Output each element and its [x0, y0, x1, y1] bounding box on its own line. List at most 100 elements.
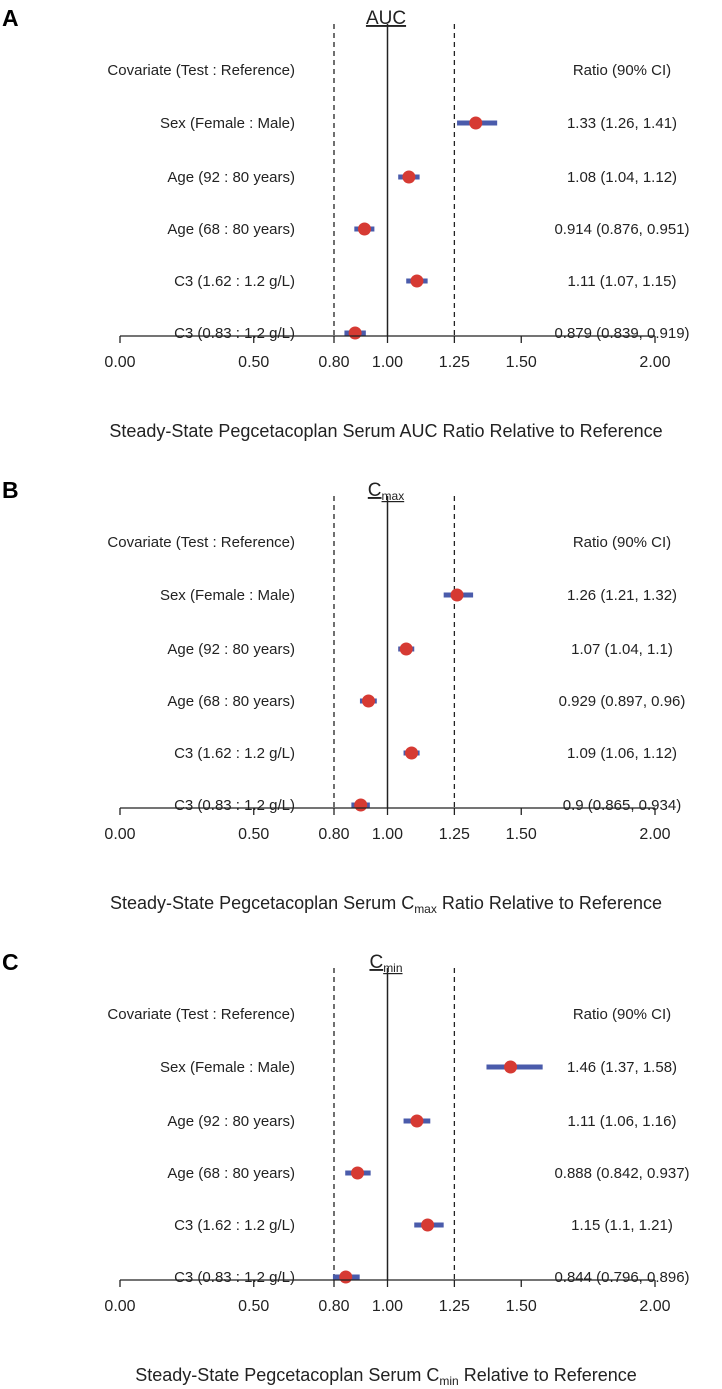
ratio-value: 0.888 (0.842, 0.937) — [554, 1165, 689, 1182]
forest-row: Age (68 : 80 years) 0.929 (0.897, 0.96) — [167, 693, 685, 710]
forest-row: C3 (0.83 : 1.2 g/L) 0.844 (0.796, 0.896) — [174, 1269, 689, 1286]
point-estimate — [339, 1270, 353, 1284]
x-tick-label: 0.50 — [238, 354, 269, 371]
point-estimate — [410, 1114, 424, 1128]
panel-letter: A — [2, 5, 19, 31]
x-axis-label-subscript: min — [439, 1374, 458, 1388]
point-estimate — [421, 1218, 435, 1232]
forest-row: C3 (1.62 : 1.2 g/L) 1.15 (1.1, 1.21) — [174, 1217, 673, 1234]
x-tick-label: 0.50 — [238, 1298, 269, 1315]
ratio-value: 1.11 (1.06, 1.16) — [568, 1113, 677, 1130]
x-axis-label: Steady-State Pegcetacoplan Serum Cmax Ra… — [110, 893, 662, 916]
covariate-label: Age (92 : 80 years) — [167, 169, 295, 186]
x-tick-label: 1.25 — [439, 826, 470, 843]
x-tick-label: 1.25 — [439, 1298, 470, 1315]
covariate-label: Age (68 : 80 years) — [167, 1165, 295, 1182]
forest-row: Age (92 : 80 years) 1.11 (1.06, 1.16) — [167, 1113, 676, 1130]
point-estimate — [410, 274, 424, 288]
point-estimate — [469, 116, 483, 130]
panel-title-subscript: max — [382, 489, 405, 503]
ratio-value: 1.46 (1.37, 1.58) — [567, 1059, 677, 1076]
point-estimate — [348, 326, 362, 340]
ratio-column-header: Ratio (90% CI) — [573, 62, 671, 79]
panel-letter: B — [2, 477, 19, 503]
x-axis-label-post: Ratio Relative to Reference — [437, 893, 662, 913]
ratio-value: 0.844 (0.796, 0.896) — [554, 1269, 689, 1286]
covariate-label: C3 (0.83 : 1.2 g/L) — [174, 325, 295, 342]
x-axis-label: Steady-State Pegcetacoplan Serum AUC Rat… — [109, 421, 662, 441]
forest-panel-b: B Cmax Covariate (Test : Reference) Ratio (… — [2, 477, 685, 916]
ratio-value: 1.08 (1.04, 1.12) — [567, 169, 677, 186]
x-axis-label-post: Relative to Reference — [459, 1365, 637, 1385]
x-tick-label: 1.00 — [372, 1298, 403, 1315]
panel-title: Cmax — [368, 480, 404, 503]
ratio-value: 0.929 (0.897, 0.96) — [559, 693, 686, 710]
forest-row: Age (92 : 80 years) 1.08 (1.04, 1.12) — [167, 169, 677, 186]
covariate-label: C3 (0.83 : 1.2 g/L) — [174, 797, 295, 814]
ratio-value: 0.879 (0.839, 0.919) — [554, 325, 689, 342]
panel-title-main: AUC — [366, 8, 406, 29]
panel-title-main: C — [368, 480, 382, 501]
covariate-label: Age (92 : 80 years) — [167, 1113, 295, 1130]
point-estimate — [399, 642, 413, 656]
x-axis-label-subscript: max — [414, 902, 437, 916]
covariate-label: Sex (Female : Male) — [160, 1059, 295, 1076]
x-axis-label-pre: Steady-State Pegcetacoplan Serum C — [110, 893, 414, 913]
panel-title: AUC — [366, 8, 406, 29]
covariate-label: C3 (1.62 : 1.2 g/L) — [174, 273, 295, 290]
ratio-value: 0.914 (0.876, 0.951) — [554, 221, 689, 238]
forest-row: C3 (1.62 : 1.2 g/L) 1.09 (1.06, 1.12) — [174, 745, 677, 762]
covariate-label: C3 (0.83 : 1.2 g/L) — [174, 1269, 295, 1286]
x-tick-label: 2.00 — [639, 354, 670, 371]
ratio-value: 1.15 (1.1, 1.21) — [571, 1217, 673, 1234]
point-estimate — [450, 588, 464, 602]
x-tick-label: 0.00 — [104, 1298, 135, 1315]
forest-row: Age (92 : 80 years) 1.07 (1.04, 1.1) — [167, 641, 672, 658]
x-tick-label: 0.00 — [104, 826, 135, 843]
ratio-value: 1.09 (1.06, 1.12) — [567, 745, 677, 762]
x-axis-label-pre: Steady-State Pegcetacoplan Serum C — [135, 1365, 439, 1385]
x-tick-label: 1.50 — [506, 826, 537, 843]
panel-title-subscript: min — [383, 961, 402, 975]
forest-row: C3 (0.83 : 1.2 g/L) 0.9 (0.865, 0.934) — [174, 797, 681, 814]
x-axis-label: Steady-State Pegcetacoplan Serum Cmin Re… — [135, 1365, 637, 1388]
x-tick-label: 0.80 — [318, 826, 349, 843]
x-tick-label: 0.00 — [104, 354, 135, 371]
forest-row: C3 (0.83 : 1.2 g/L) 0.879 (0.839, 0.919) — [174, 325, 689, 342]
point-estimate — [504, 1060, 518, 1074]
point-estimate — [362, 694, 376, 708]
x-axis-label-pre: Steady-State Pegcetacoplan Serum AUC Rat… — [109, 421, 662, 441]
covariate-label: C3 (1.62 : 1.2 g/L) — [174, 1217, 295, 1234]
x-tick-label: 1.25 — [439, 354, 470, 371]
forest-row: Age (68 : 80 years) 0.888 (0.842, 0.937) — [167, 1165, 689, 1182]
ratio-value: 1.26 (1.21, 1.32) — [567, 587, 677, 604]
ratio-value: 1.33 (1.26, 1.41) — [567, 115, 677, 132]
point-estimate — [405, 746, 419, 760]
x-tick-label: 1.50 — [506, 354, 537, 371]
x-tick-label: 0.80 — [318, 354, 349, 371]
x-tick-label: 1.00 — [372, 826, 403, 843]
covariate-label: Age (68 : 80 years) — [167, 221, 295, 238]
point-estimate — [354, 798, 368, 812]
covariate-label: Age (68 : 80 years) — [167, 693, 295, 710]
forest-row: Sex (Female : Male) 1.26 (1.21, 1.32) — [160, 587, 677, 604]
forest-row: C3 (1.62 : 1.2 g/L) 1.11 (1.07, 1.15) — [174, 273, 676, 290]
forest-row: Sex (Female : Male) 1.46 (1.37, 1.58) — [160, 1059, 677, 1076]
x-tick-label: 2.00 — [639, 1298, 670, 1315]
forest-panel-a: A AUC Covariate (Test : Reference) Ratio (9… — [2, 5, 690, 441]
covariate-column-header: Covariate (Test : Reference) — [107, 1006, 295, 1023]
covariate-label: Age (92 : 80 years) — [167, 641, 295, 658]
forest-row: Age (68 : 80 years) 0.914 (0.876, 0.951) — [167, 221, 689, 238]
ratio-column-header: Ratio (90% CI) — [573, 534, 671, 551]
x-tick-label: 2.00 — [639, 826, 670, 843]
panel-title-main: C — [369, 952, 383, 973]
panel-letter: C — [2, 949, 19, 975]
point-estimate — [402, 170, 416, 184]
covariate-column-header: Covariate (Test : Reference) — [107, 534, 295, 551]
x-tick-label: 1.50 — [506, 1298, 537, 1315]
panel-title: Cmin — [369, 952, 402, 975]
covariate-label: Sex (Female : Male) — [160, 587, 295, 604]
ratio-value: 1.11 (1.07, 1.15) — [568, 273, 677, 290]
